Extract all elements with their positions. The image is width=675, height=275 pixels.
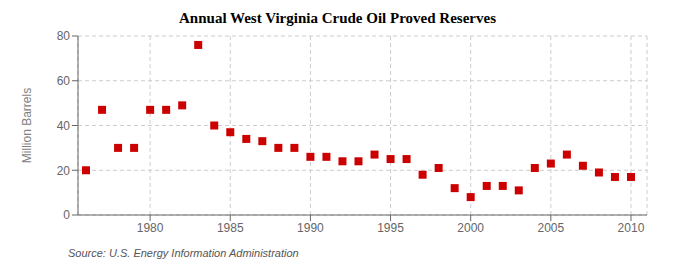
svg-text:1985: 1985 [217,221,244,235]
html-text:Annual West Virginia Crude Oil: Annual West Virginia Crude Oil Proved Re… [179,10,496,26]
svg-text:60: 60 [57,74,71,88]
svg-text:2000: 2000 [457,221,484,235]
svg-text:1980: 1980 [137,221,164,235]
svg-text:40: 40 [57,119,71,133]
svg-text:80: 80 [57,29,71,43]
svg-text:Million Barrels: Million Barrels [20,88,34,163]
html-text:Source: U.S. Energy Informatio: Source: U.S. Energy Information Administ… [68,247,299,259]
svg-text:0: 0 [63,208,70,222]
svg-text:2005: 2005 [537,221,564,235]
svg-text:20: 20 [57,164,71,178]
svg-text:1990: 1990 [297,221,324,235]
svg-text:1995: 1995 [377,221,404,235]
svg-text:2010: 2010 [618,221,645,235]
